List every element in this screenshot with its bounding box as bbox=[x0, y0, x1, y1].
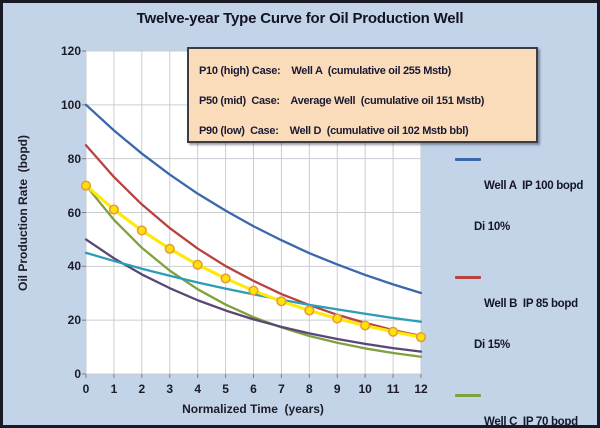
x-tick-label: 1 bbox=[110, 382, 118, 396]
legend: Well A IP 100 bopd Di 10% Well B IP 85 b… bbox=[455, 153, 597, 428]
legend-label: Well B IP 85 bopd Di 15% bbox=[474, 298, 578, 351]
x-tick-label: 5 bbox=[222, 382, 229, 396]
x-tick-label: 0 bbox=[82, 382, 90, 396]
x-tick-label: 12 bbox=[414, 382, 428, 396]
legend-line-sample bbox=[455, 158, 481, 261]
y-tick-label: 20 bbox=[67, 313, 81, 328]
y-tick-label: 60 bbox=[67, 205, 81, 220]
x-tick-label: 8 bbox=[305, 382, 313, 396]
x-tick-label: 2 bbox=[138, 382, 146, 396]
legend-item-well-a: Well A IP 100 bopd Di 10% bbox=[455, 153, 597, 261]
y-axis-title: Oil Production Rate (bopd) bbox=[16, 135, 30, 291]
x-tick-label: 10 bbox=[358, 382, 372, 396]
y-tick-label: 80 bbox=[67, 151, 81, 166]
x-tick-label: 7 bbox=[278, 382, 285, 396]
p10-case-line: P10 (high) Case: Well A (cumulative oil … bbox=[199, 65, 452, 77]
y-tick-label: 0 bbox=[74, 367, 81, 381]
legend-line-sample bbox=[455, 394, 481, 425]
x-tick-label: 11 bbox=[386, 382, 400, 396]
y-tick-label: 40 bbox=[67, 259, 81, 274]
x-tick-label: 3 bbox=[166, 382, 174, 396]
x-tick-label: 9 bbox=[333, 382, 341, 396]
y-tick-label: 120 bbox=[60, 44, 81, 58]
x-tick-label: 6 bbox=[250, 382, 257, 396]
legend-item-well-c: Well C IP 70 bopd Di 20% bbox=[455, 389, 597, 428]
x-tick-label: 4 bbox=[194, 382, 201, 396]
legend-label: Well A IP 100 bopd Di 10% bbox=[474, 180, 584, 233]
legend-line-sample bbox=[455, 276, 481, 379]
legend-item-well-b: Well B IP 85 bopd Di 15% bbox=[455, 271, 597, 379]
y-tick-label: 100 bbox=[60, 97, 81, 112]
p90-case-line: P90 (low) Case: Well D (cumulative oil 1… bbox=[199, 125, 469, 137]
p50-case-line: P50 (mid) Case: Average Well (cumulative… bbox=[199, 95, 485, 107]
legend-label: Well C IP 70 bopd Di 20% bbox=[484, 416, 578, 428]
chart-title: Twelve-year Type Curve for Oil Productio… bbox=[136, 10, 464, 27]
percentile-case-annotation: P10 (high) Case: Well A (cumulative oil … bbox=[187, 47, 538, 143]
x-axis-title: Normalized Time (years) bbox=[182, 402, 324, 416]
